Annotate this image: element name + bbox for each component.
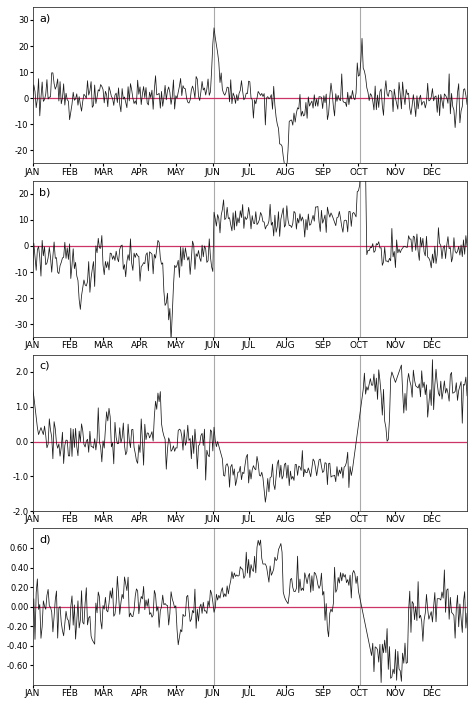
Text: d): d) — [39, 534, 51, 545]
Text: c): c) — [39, 361, 50, 371]
Text: b): b) — [39, 187, 51, 197]
Text: a): a) — [39, 13, 50, 23]
